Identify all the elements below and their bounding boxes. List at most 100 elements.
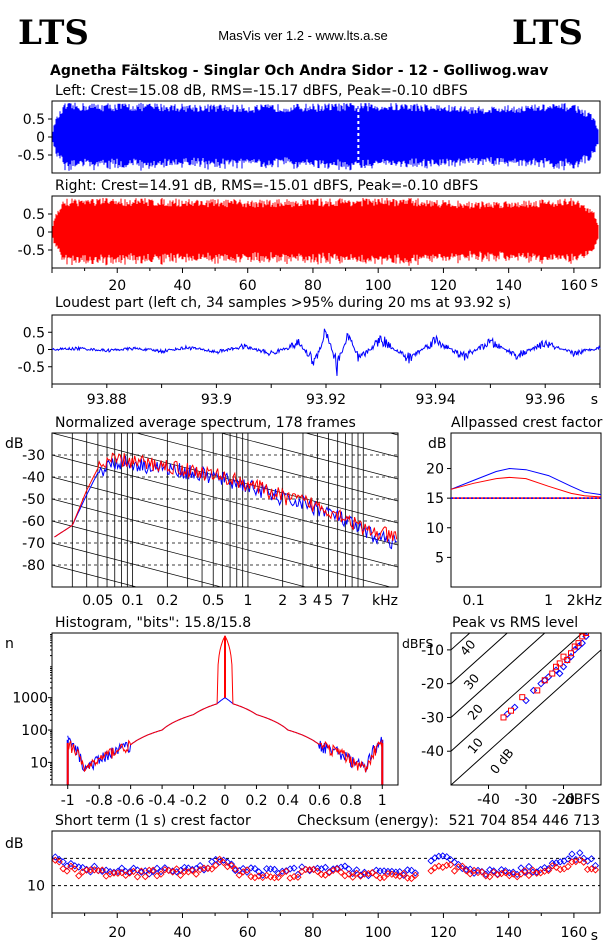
histogram-xtick-label: -0.6: [117, 793, 144, 809]
left-peak-rms-point: [511, 703, 519, 712]
left-ytick-label: 0.5: [23, 112, 45, 128]
right-crest-point: [431, 863, 439, 872]
histogram-xtick-label: -0.4: [148, 793, 175, 809]
right-peak-rms-point: [564, 657, 571, 664]
loudest-trace: [51, 328, 601, 376]
histogram-xtick-label: -0.8: [86, 793, 113, 809]
spectrum-xtick-label: 0.2: [156, 593, 178, 609]
left-crest-point: [298, 863, 306, 871]
right-crest-point: [71, 865, 79, 873]
right-crest-point: [329, 866, 337, 875]
peak-rms-diagonal: [451, 633, 583, 752]
crest-frame: [51, 830, 601, 914]
right-peak-rms-point: [560, 653, 567, 660]
right-peak-rms-point: [553, 663, 559, 670]
right-crest-point: [478, 868, 486, 876]
left-crest-point: [270, 865, 279, 874]
left-ytick-label: -0.5: [18, 148, 45, 164]
right-crest-point: [353, 869, 361, 877]
right-crest-point: [98, 866, 106, 874]
right-crest-point: [493, 871, 502, 879]
spectrum-slope-line: [52, 279, 398, 369]
right-peak-rms-point: [519, 694, 526, 701]
right-crest-point: [294, 873, 302, 881]
crest-xtick-label: 100: [365, 925, 392, 941]
left-ytick-label: 0: [36, 130, 45, 146]
right-crest-point: [427, 867, 435, 875]
crest-title: Short term (1 s) crest factor: [55, 813, 251, 829]
left-crest-point: [454, 860, 463, 869]
right-crest-point: [216, 855, 224, 863]
right-crest-point: [219, 858, 228, 867]
spectrum-slope-line: [52, 520, 308, 587]
left-crest-point: [407, 866, 416, 875]
spectrum-title: Normalized average spectrum, 178 frames: [55, 415, 356, 431]
histogram-xtick-label: 0.2: [245, 793, 267, 809]
right-peak-rms-point: [568, 650, 574, 657]
checksum-label: Checksum (energy):: [297, 813, 439, 829]
allpass-title: Allpassed crest factor: [451, 415, 603, 431]
right-crest-point: [208, 865, 216, 873]
spectrum-slope-line: [52, 564, 138, 587]
spectrum-slope-line: [219, 433, 398, 480]
histogram-ylabel: n: [5, 636, 14, 652]
checksum-value: 521 704 854 446 713: [449, 813, 600, 829]
left-histogram-line: [67, 697, 383, 773]
spectrum-xtick-label: 4: [313, 593, 322, 609]
right-crest-point: [497, 869, 506, 878]
spectrum-ytick-label: -30: [22, 448, 45, 464]
spectrum-xtick-label: 0.1: [121, 593, 143, 609]
left-crest-point: [184, 864, 192, 872]
left-crest-point: [306, 866, 314, 875]
left-peak-rms-point: [559, 663, 568, 671]
left-crest-point: [587, 855, 596, 863]
left-crest-point: [580, 854, 588, 862]
right-crest-point: [580, 858, 588, 866]
right-crest-point: [564, 862, 572, 871]
right-crest-point: [106, 870, 114, 878]
right-crest-point: [364, 869, 373, 878]
app-title: MasVis ver 1.2 - www.lts.a.se: [218, 28, 388, 43]
right-spectrum-line: [54, 452, 398, 542]
left-crest-point: [110, 868, 118, 876]
right-crest-point: [525, 871, 533, 880]
histogram-xtick-label: 1: [378, 793, 387, 809]
peak-rms-diagonal-label: 40: [457, 637, 479, 659]
left-crest-point: [446, 855, 455, 864]
spectrum-ytick-label: -80: [22, 558, 45, 574]
spectrum-xtick-label: 0.05: [82, 593, 113, 609]
allpass-ytick-label: 20: [426, 462, 444, 478]
right-crest-point: [176, 871, 185, 879]
spectrum-xtick-label: 3: [299, 593, 308, 609]
loudest-ytick-label: 0.5: [23, 325, 45, 341]
right-crest-point: [576, 856, 584, 864]
allpass-frame: [450, 432, 602, 588]
loudest-xtick-label: 93.9: [201, 392, 232, 408]
left-crest-point: [466, 865, 474, 873]
right-crest-point: [454, 863, 463, 871]
crest-x-unit: s: [591, 928, 598, 944]
left-crest-point: [188, 865, 196, 874]
right-crest-point: [509, 870, 517, 878]
peak-rms-plot: [451, 633, 601, 785]
right-crest-point: [243, 866, 251, 874]
right-peak-rms-point: [556, 660, 563, 667]
peak-rms-diagonal-label: 0 dB: [487, 745, 517, 776]
histogram-ytick-label: 10: [30, 755, 48, 771]
right-crest-point: [529, 866, 537, 874]
histogram-xtick-label: -0.2: [180, 793, 207, 809]
left-crest-point: [255, 868, 263, 876]
left-crest-point: [501, 867, 510, 875]
crest-xtick-label: 140: [495, 925, 522, 941]
right-peak-rms-point: [534, 687, 541, 694]
left-crest-point: [321, 863, 329, 872]
right-crest-point: [349, 873, 357, 881]
left-crest-point: [239, 864, 247, 873]
left-crest-point: [427, 857, 435, 865]
spectrum-ytick-label: -50: [22, 492, 45, 508]
loudest-xtick-label: 93.92: [306, 392, 346, 408]
peak-rms-diagonal: [451, 633, 546, 719]
left-crest-point: [450, 858, 459, 866]
left-crest-point: [396, 868, 404, 876]
spectrum-slope-line: [52, 542, 223, 587]
